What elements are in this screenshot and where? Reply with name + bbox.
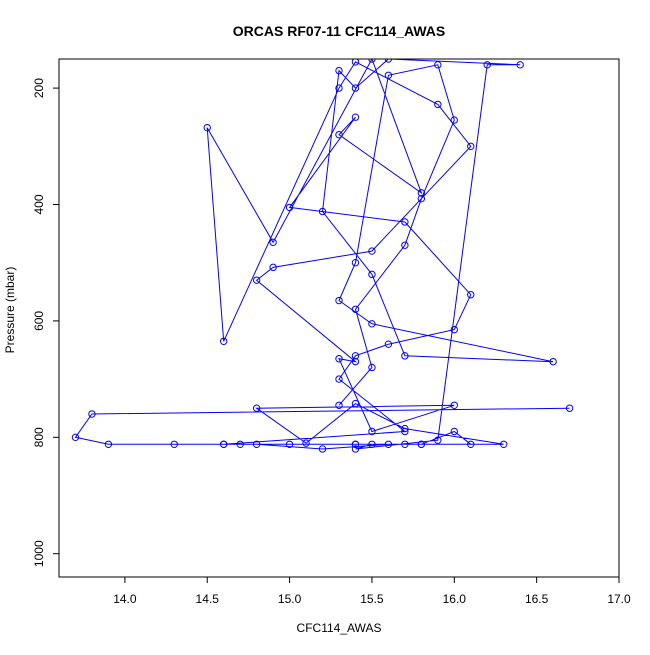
- data-point: [351, 357, 360, 366]
- data-point: [335, 401, 343, 410]
- data-point: [335, 66, 343, 75]
- data-point: [335, 84, 343, 92]
- chart-title: ORCAS RF07-11 CFC114_AWAS: [233, 23, 445, 39]
- data-point: [252, 404, 261, 412]
- data-point: [450, 401, 458, 410]
- data-point: [285, 440, 294, 448]
- data-point: [269, 238, 277, 247]
- y-tick-label: 800: [32, 427, 46, 447]
- data-point: [450, 427, 458, 436]
- axes-layer: 14.0 14.5 15.0 15.5 16.0 16.5 17.0 200 400 600 800…: [32, 78, 631, 606]
- data-point: [483, 61, 491, 69]
- data-point: [434, 436, 442, 444]
- data-point: [368, 320, 376, 328]
- data-point: [368, 59, 376, 63]
- x-tick-label: 14.0: [113, 592, 137, 606]
- x-tick-label: 15.5: [360, 592, 384, 606]
- data-point: [467, 142, 475, 151]
- data-point: [220, 440, 228, 448]
- data-point: [516, 61, 524, 69]
- data-point: [104, 440, 113, 448]
- data-point: [220, 337, 228, 345]
- data-point: [351, 113, 360, 121]
- data-point: [450, 325, 458, 334]
- data-point: [71, 433, 80, 442]
- data-point: [170, 440, 178, 448]
- y-tick-label: 1000: [32, 540, 46, 567]
- data-point: [335, 130, 343, 139]
- data-point: [467, 291, 475, 299]
- data-point: [417, 189, 426, 197]
- data-point: [368, 440, 376, 448]
- data-point: [401, 440, 409, 448]
- data-point: [351, 305, 360, 313]
- data-point: [252, 276, 261, 284]
- data-point: [269, 263, 277, 272]
- data-point: [401, 241, 409, 249]
- x-axis-label: CFC114_AWAS: [297, 621, 382, 635]
- data-point: [351, 352, 360, 360]
- data-point: [384, 71, 393, 79]
- data-point: [351, 399, 360, 408]
- data-point: [401, 218, 409, 226]
- data-point: [401, 424, 409, 433]
- data-point: [368, 427, 376, 436]
- data-point: [368, 270, 376, 279]
- data-point: [203, 123, 211, 132]
- x-tick-label: 15.0: [278, 592, 302, 606]
- data-point: [351, 59, 360, 66]
- x-tick-label: 14.5: [196, 592, 220, 606]
- series-layer: [71, 59, 574, 453]
- x-tick-label: 17.0: [607, 592, 631, 606]
- data-point: [500, 440, 508, 448]
- data-point: [236, 440, 244, 448]
- data-point: [335, 296, 343, 305]
- data-point: [302, 439, 310, 447]
- y-tick-label: 200: [32, 78, 46, 98]
- x-tick-label: 16.5: [525, 592, 549, 606]
- series-line: [74, 59, 570, 450]
- data-point: [368, 247, 376, 255]
- data-point: [401, 427, 409, 436]
- data-point: [417, 440, 426, 448]
- data-point: [285, 203, 294, 212]
- data-point: [401, 352, 409, 360]
- data-point: [252, 440, 261, 448]
- data-point: [318, 445, 327, 453]
- y-tick-label: 600: [32, 311, 46, 331]
- data-point: [384, 440, 393, 448]
- data-point: [417, 194, 426, 203]
- data-point: [368, 363, 376, 372]
- data-point: [351, 445, 360, 453]
- data-point: [434, 61, 442, 69]
- x-tick-label: 16.0: [443, 592, 467, 606]
- data-point: [384, 59, 393, 63]
- data-point: [318, 207, 327, 216]
- data-point: [434, 100, 442, 109]
- data-point: [565, 404, 574, 412]
- data-point: [88, 410, 96, 418]
- y-axis-label: Pressure (mbar): [3, 267, 17, 354]
- data-point: [351, 440, 360, 448]
- data-point: [549, 357, 557, 366]
- data-point: [335, 355, 343, 363]
- data-point: [467, 440, 475, 448]
- y-tick-label: 400: [32, 194, 46, 214]
- data-point: [351, 84, 360, 92]
- data-point: [335, 375, 343, 383]
- data-point: [384, 340, 393, 348]
- data-point: [351, 259, 360, 267]
- data-point: [450, 116, 458, 124]
